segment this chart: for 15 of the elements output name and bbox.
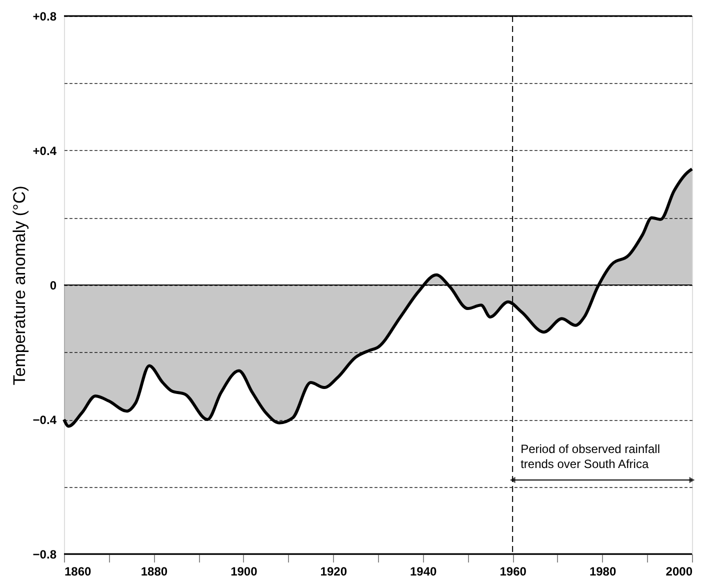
- y-tick-label: 0: [50, 278, 57, 292]
- y-tick-label: +0.4: [32, 144, 57, 158]
- y-tick-label: −0.8: [32, 548, 57, 562]
- y-tick-label: +0.8: [32, 10, 57, 24]
- x-tick-label: 1880: [140, 564, 168, 578]
- x-tick-label: 1980: [589, 564, 616, 578]
- x-tick-label: 1940: [410, 564, 438, 578]
- y-axis-title: Temperature anomaly (°C): [10, 186, 29, 386]
- x-tick-label: 2000: [666, 564, 693, 578]
- x-tick-label: 1860: [64, 564, 92, 578]
- x-tick-label: 1900: [230, 564, 258, 578]
- y-tick-label: −0.4: [32, 413, 57, 427]
- x-tick-label: 1920: [320, 564, 348, 578]
- x-tick-label: 1960: [500, 564, 527, 578]
- annotation: Period of observed rainfall trends over South Africa: [520, 442, 660, 472]
